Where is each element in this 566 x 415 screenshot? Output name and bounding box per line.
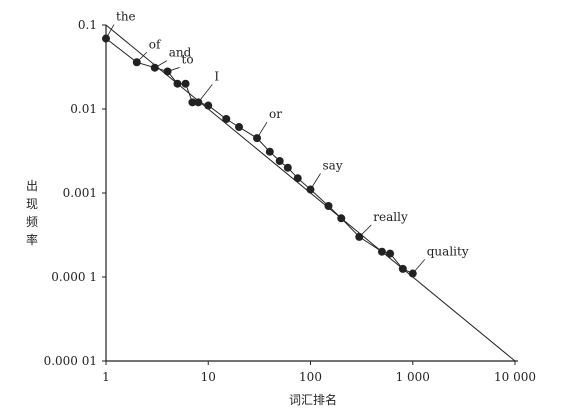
x-tick-label: 1 000 [396, 370, 430, 384]
annotation-leader [256, 121, 268, 139]
word-annotation: really [373, 210, 408, 224]
y-tick-label: 0.1 [78, 18, 97, 32]
y-axis-label-char: 现 [26, 197, 38, 211]
data-point [222, 115, 231, 124]
y-axis-label-char: 出 [26, 179, 38, 193]
annotation-leader [105, 24, 115, 39]
word-annotation: I [214, 69, 219, 83]
y-tick-label: 0.000 1 [51, 270, 97, 284]
x-tick-label: 100 [299, 370, 322, 384]
data-point [324, 202, 333, 211]
annotation-leader [310, 173, 321, 190]
data-point [188, 98, 197, 107]
y-tick-label: 0.01 [70, 102, 97, 116]
word-annotation: say [323, 159, 343, 173]
x-tick-label: 1 [102, 370, 110, 384]
annotation-leader [198, 84, 213, 103]
data-point [181, 79, 190, 88]
word-annotation: the [116, 10, 136, 24]
data-point [283, 163, 292, 172]
x-tick-label: 10 [201, 370, 216, 384]
word-annotation: and [169, 46, 192, 60]
data-point [265, 147, 274, 156]
x-axis-label: 词汇排名 [289, 392, 337, 407]
y-tick-label: 0.000 01 [44, 354, 97, 368]
annotation-leader [359, 224, 372, 238]
word-annotation: or [269, 107, 282, 121]
data-point [398, 264, 407, 273]
y-tick-label: 0.001 [63, 186, 97, 200]
annotation-leader [167, 67, 180, 72]
annotation-leader [154, 60, 167, 69]
x-tick-label: 10 000 [494, 370, 536, 384]
data-point [337, 214, 346, 223]
word-annotation: to [182, 52, 194, 66]
data-point [293, 174, 302, 183]
y-axis-label-char: 率 [26, 232, 38, 247]
data-point [235, 123, 244, 132]
data-point [377, 247, 386, 256]
observed-frequency-line [105, 38, 414, 274]
word-annotation: quality [427, 245, 469, 259]
annotation-leader [412, 259, 426, 274]
data-point [204, 101, 213, 110]
y-axis-label-char: 频 [26, 215, 38, 229]
data-point [173, 79, 182, 88]
data-point [275, 157, 284, 166]
annotation-leader [136, 51, 148, 63]
word-annotation: of [149, 37, 162, 51]
data-point [386, 249, 395, 258]
y-axis-label: 出现频率 [26, 179, 38, 247]
